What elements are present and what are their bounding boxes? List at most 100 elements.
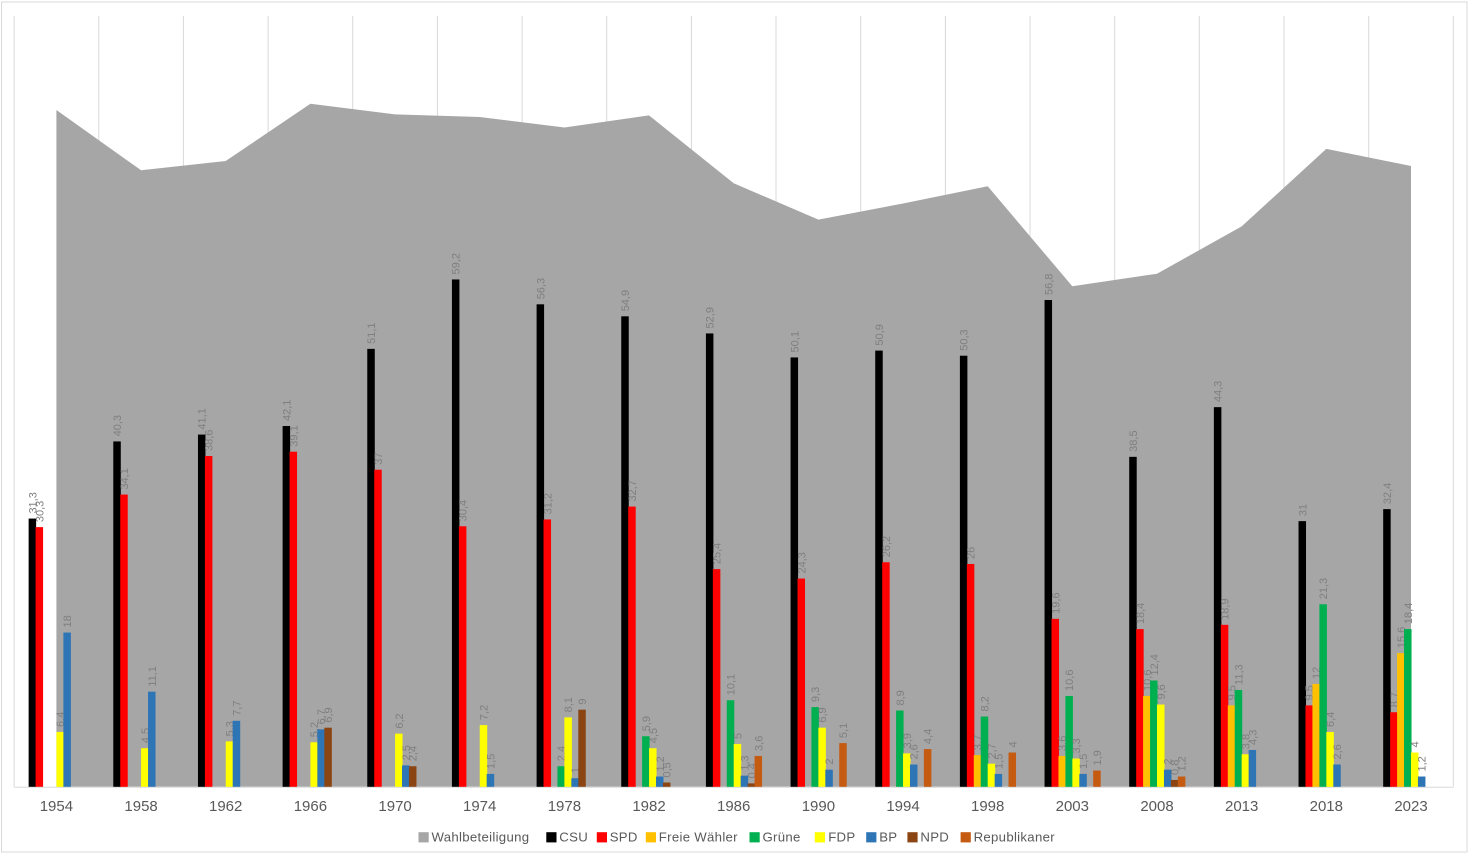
svg-text:11,1: 11,1 [147,666,159,687]
svg-text:1990: 1990 [802,798,835,815]
svg-text:40,3: 40,3 [112,415,124,436]
svg-text:37: 37 [373,452,385,464]
svg-text:12,4: 12,4 [1149,654,1161,675]
svg-text:Grüne: Grüne [763,829,801,844]
svg-text:10,6: 10,6 [1064,670,1076,691]
svg-text:1966: 1966 [294,798,327,815]
svg-text:42,1: 42,1 [281,400,293,421]
svg-text:56,8: 56,8 [1043,274,1055,295]
svg-text:1962: 1962 [209,798,242,815]
svg-text:7,2: 7,2 [478,705,490,720]
svg-text:0,5: 0,5 [662,762,674,777]
svg-text:5,1: 5,1 [838,723,850,738]
svg-text:30,3: 30,3 [34,501,46,522]
svg-text:1994: 1994 [886,798,919,815]
svg-text:32,7: 32,7 [627,480,639,501]
svg-text:NPD: NPD [920,829,949,844]
svg-text:3,9: 3,9 [902,733,914,748]
svg-text:44,3: 44,3 [1213,381,1225,402]
svg-text:3,8: 3,8 [1240,734,1252,749]
svg-text:4: 4 [1007,741,1019,747]
svg-text:2,7: 2,7 [986,743,998,758]
svg-text:31,2: 31,2 [542,493,554,514]
svg-text:18,4: 18,4 [1403,603,1415,624]
svg-text:34,1: 34,1 [119,468,131,489]
svg-text:26,2: 26,2 [881,536,893,557]
svg-text:1986: 1986 [717,798,750,815]
svg-text:39,1: 39,1 [288,425,300,446]
svg-text:8,9: 8,9 [895,690,907,705]
svg-text:8,2: 8,2 [979,696,991,711]
svg-text:BP: BP [879,829,897,844]
svg-text:1,3: 1,3 [739,755,751,770]
svg-text:5: 5 [732,733,744,739]
svg-text:6,7: 6,7 [316,709,328,724]
svg-text:2: 2 [1163,759,1175,765]
svg-text:54,9: 54,9 [620,290,632,311]
svg-text:52,9: 52,9 [705,307,717,328]
svg-text:2,6: 2,6 [909,744,921,759]
svg-text:3,6: 3,6 [753,736,765,751]
svg-text:1954: 1954 [40,798,73,815]
svg-text:1,2: 1,2 [655,756,667,771]
svg-text:5,9: 5,9 [641,716,653,731]
svg-text:1: 1 [570,767,582,773]
svg-text:7,7: 7,7 [231,701,243,716]
svg-text:9: 9 [577,699,589,705]
svg-text:50,9: 50,9 [874,324,886,345]
svg-text:Wahlbeteiligung: Wahlbeteiligung [432,829,530,844]
svg-text:1,5: 1,5 [1078,754,1090,769]
svg-text:1,9: 1,9 [1092,750,1104,765]
svg-text:2018: 2018 [1310,798,1343,815]
svg-text:59,2: 59,2 [451,253,463,274]
svg-text:19,6: 19,6 [1050,592,1062,613]
svg-text:31,3: 31,3 [27,492,39,513]
svg-text:50,3: 50,3 [959,329,971,350]
svg-text:2023: 2023 [1394,798,1427,815]
svg-text:4,5: 4,5 [648,728,660,743]
svg-text:6,9: 6,9 [817,707,829,722]
svg-text:Freie Wähler: Freie Wähler [659,829,738,844]
svg-text:18,9: 18,9 [1220,598,1232,619]
svg-text:9,3: 9,3 [810,687,822,702]
svg-text:56,3: 56,3 [535,278,547,299]
svg-text:51,1: 51,1 [366,322,378,343]
svg-text:2,4: 2,4 [408,746,420,761]
svg-text:26: 26 [966,547,978,559]
svg-text:41,1: 41,1 [197,408,209,429]
svg-text:32,4: 32,4 [1382,483,1394,504]
svg-text:25,4: 25,4 [712,543,724,564]
svg-text:2: 2 [824,759,836,765]
svg-text:1,2: 1,2 [1417,756,1429,771]
svg-text:3,3: 3,3 [1071,738,1083,753]
svg-text:4: 4 [1410,741,1422,747]
svg-text:21,3: 21,3 [1318,578,1330,599]
svg-text:2,6: 2,6 [1332,744,1344,759]
svg-text:1978: 1978 [548,798,581,815]
svg-text:11,3: 11,3 [1233,664,1245,685]
svg-text:SPD: SPD [610,829,638,844]
svg-text:6,2: 6,2 [394,713,406,728]
svg-text:24,3: 24,3 [796,552,808,573]
svg-text:CSU: CSU [559,829,588,844]
svg-text:31: 31 [1297,504,1309,516]
svg-text:1,2: 1,2 [1177,756,1189,771]
svg-text:2,5: 2,5 [401,745,413,760]
svg-text:1998: 1998 [971,798,1004,815]
svg-text:1958: 1958 [124,798,157,815]
svg-text:1974: 1974 [463,798,496,815]
svg-text:Republikaner: Republikaner [974,829,1056,844]
svg-text:2013: 2013 [1225,798,1258,815]
svg-text:4,4: 4,4 [923,729,935,744]
svg-text:0,8: 0,8 [1170,760,1182,775]
svg-text:30,4: 30,4 [458,500,470,521]
svg-text:2008: 2008 [1140,798,1173,815]
svg-text:1,5: 1,5 [485,754,497,769]
svg-text:18,4: 18,4 [1135,603,1147,624]
svg-text:1970: 1970 [378,798,411,815]
svg-text:6,4: 6,4 [1325,712,1337,727]
svg-text:50,1: 50,1 [789,331,801,352]
svg-text:1,5: 1,5 [993,754,1005,769]
svg-text:FDP: FDP [828,829,855,844]
svg-text:6,9: 6,9 [323,707,335,722]
